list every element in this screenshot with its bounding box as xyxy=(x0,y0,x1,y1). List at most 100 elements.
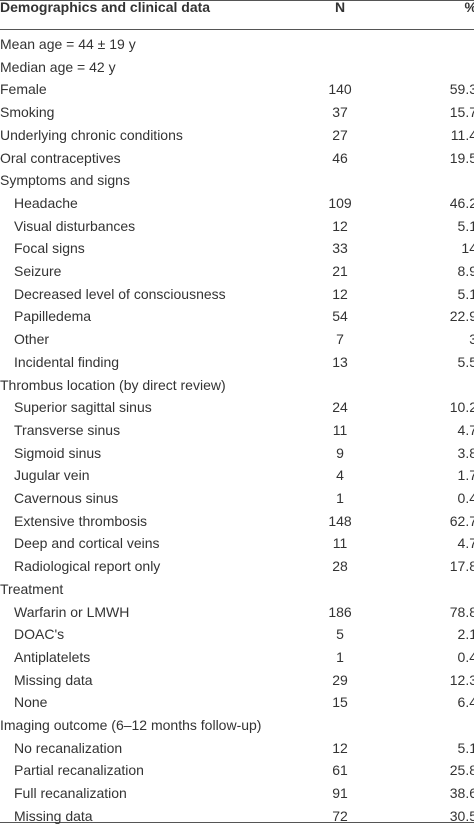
row-label: DOAC's xyxy=(14,626,65,643)
header-cell: N xyxy=(334,0,346,15)
table-row: Radiological report only 28 17.8 xyxy=(0,555,474,578)
table-row: Smoking 37 15.7 xyxy=(0,101,474,124)
table-row: DOAC's 5 2.1 xyxy=(0,623,474,646)
count-cell: 72 xyxy=(332,807,348,824)
percent-cell: 1.7 xyxy=(457,467,474,484)
table-row: Visual disturbances 12 5.1 xyxy=(0,215,474,238)
table-row: Underlying chronic conditions 27 11.4 xyxy=(0,124,474,147)
percent-cell: 5.5 xyxy=(457,353,474,370)
row-label: Radiological report only xyxy=(14,558,161,575)
row-label: Female xyxy=(0,81,47,98)
table-row: None 15 6.4 xyxy=(0,691,474,714)
row-label: Partial recanalization xyxy=(14,762,144,779)
count-cell: 37 xyxy=(332,104,348,121)
count-cell: 21 xyxy=(332,263,348,279)
row-label: Seizure xyxy=(14,263,62,279)
percent-cell: 5.1 xyxy=(457,217,474,234)
percent-cell: 62.7 xyxy=(449,512,474,529)
row-label: Extensive thrombosis xyxy=(14,512,148,529)
table-row: Cavernous sinus 1 0.4 xyxy=(0,487,474,510)
table-row: Superior sagittal sinus 24 10.2 xyxy=(0,396,474,419)
table-row: Sigmoid sinus 9 3.8 xyxy=(0,442,474,465)
percent-cell: 11.4 xyxy=(450,126,474,143)
row-label: Antiplatelets xyxy=(14,648,91,665)
row-label: Incidental finding xyxy=(14,353,120,370)
row-label: Median age = 42 y xyxy=(0,58,116,75)
row-label: Oral contraceptives xyxy=(0,149,121,166)
count-cell: 7 xyxy=(336,331,344,348)
count-cell: 1 xyxy=(336,648,344,665)
section-title: Imaging outcome (6–12 months follow-up) xyxy=(0,717,262,733)
table-row: No recanalization 12 5.1 xyxy=(0,737,474,760)
percent-cell: 25.8 xyxy=(449,762,474,779)
percent-cell: 14 xyxy=(461,240,474,257)
percent-cell: 59.3 xyxy=(449,81,474,98)
row-label: Sigmoid sinus xyxy=(14,444,102,461)
percent-cell: 78.8 xyxy=(449,603,474,620)
percent-cell: 5.1 xyxy=(457,739,474,756)
percent-cell: 19.5 xyxy=(449,149,474,166)
percent-cell: 12.3 xyxy=(449,671,474,688)
percent-cell: 15.7 xyxy=(449,104,474,121)
section-title: Symptoms and signs xyxy=(0,172,130,189)
table-row: Missing data 72 30.5 xyxy=(0,805,474,828)
percent-cell: 0.4 xyxy=(457,648,474,665)
table-row: Warfarin or LMWH 186 78.8 xyxy=(0,601,474,624)
percent-cell: 6.4 xyxy=(457,694,474,711)
header-row: Demographics and clinical data N % xyxy=(0,0,474,19)
row-label: Missing data xyxy=(14,807,93,824)
count-cell: 12 xyxy=(332,285,348,302)
section-row: Thrombus location (by direct review) xyxy=(0,374,474,397)
table-row: Transverse sinus 11 4.7 xyxy=(0,419,474,442)
percent-cell: 3.8 xyxy=(457,444,474,461)
header-cell: % xyxy=(465,0,474,19)
count-cell: 54 xyxy=(332,308,348,325)
percent-cell: 5.1 xyxy=(457,285,474,302)
row-label: Full recanalization xyxy=(14,785,127,802)
count-cell: 148 xyxy=(328,512,352,529)
count-cell: 1 xyxy=(336,490,344,506)
header-cell: Demographics and clinical data xyxy=(0,0,211,15)
count-cell: 24 xyxy=(332,399,348,416)
percent-cell: 10.2 xyxy=(449,399,474,416)
count-cell: 28 xyxy=(332,558,348,575)
percent-cell: 38.6 xyxy=(449,785,474,802)
percent-cell: 2.1 xyxy=(457,626,474,643)
percent-cell: 22.9 xyxy=(449,308,474,325)
section-title: Treatment xyxy=(0,580,64,597)
row-label: Other xyxy=(14,331,50,348)
table-row: Partial recanalization 61 25.8 xyxy=(0,759,474,782)
section-title: Thrombus location (by direct review) xyxy=(0,376,226,393)
percent-cell: 4.7 xyxy=(457,535,474,552)
count-cell: 4 xyxy=(336,467,344,484)
row-label: No recanalization xyxy=(14,739,123,756)
table-row: Headache 109 46.2 xyxy=(0,192,474,215)
percent-cell: 4.7 xyxy=(457,421,474,438)
top-rule xyxy=(0,0,474,1)
table-row: Median age = 42 y xyxy=(0,56,474,79)
count-cell: 11 xyxy=(332,535,348,552)
row-label: None xyxy=(14,694,48,711)
table-row: Focal signs 33 14 xyxy=(0,237,474,260)
count-cell: 12 xyxy=(332,217,348,234)
count-cell: 33 xyxy=(332,240,348,257)
row-label: Jugular vein xyxy=(14,467,90,484)
row-label: Visual disturbances xyxy=(14,217,136,234)
row-label: Missing data xyxy=(14,671,93,688)
row-label: Warfarin or LMWH xyxy=(14,603,130,620)
row-label: Focal signs xyxy=(14,240,85,257)
row-label: Transverse sinus xyxy=(14,421,121,438)
count-cell: 140 xyxy=(328,81,352,98)
table-row: Seizure 21 8.9 xyxy=(0,260,474,283)
row-label: Headache xyxy=(14,194,78,211)
count-cell: 109 xyxy=(328,194,352,211)
count-cell: 186 xyxy=(328,603,352,620)
row-label: Papilledema xyxy=(14,308,92,325)
table-row: Missing data 29 12.3 xyxy=(0,669,474,692)
percent-cell: 8.9 xyxy=(457,263,474,279)
row-label: Cavernous sinus xyxy=(14,490,119,506)
count-cell: 91 xyxy=(332,785,348,802)
table-row: Oral contraceptives 46 19.5 xyxy=(0,147,474,170)
